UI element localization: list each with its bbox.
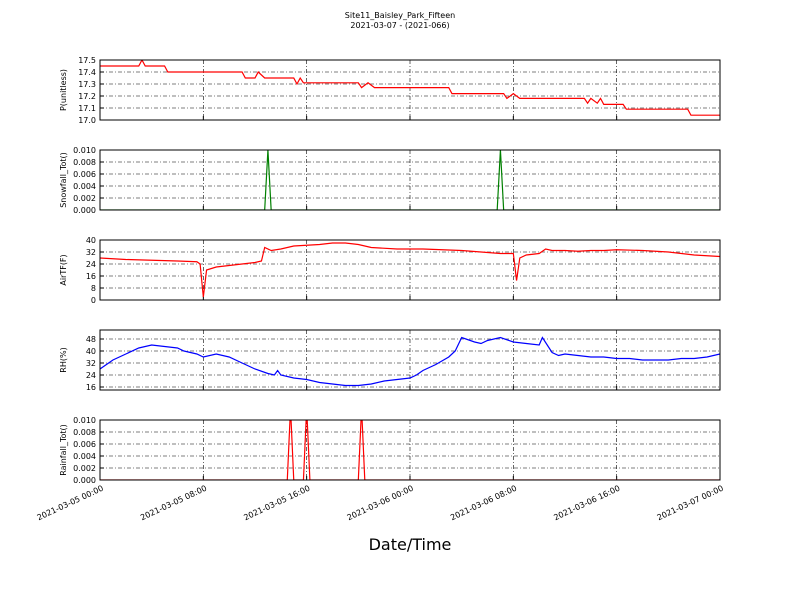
y-tick-label: 17.1: [78, 104, 96, 113]
y-tick-label: 40: [86, 347, 96, 356]
axes-frame: [99, 59, 721, 121]
y-tick-label: 0.008: [73, 158, 96, 167]
y-tick-label: 24: [86, 371, 96, 380]
axes-frame: [99, 419, 721, 481]
y-tick-label: 0.002: [73, 194, 96, 203]
y-tick-label: 16: [86, 272, 96, 281]
data-line: [100, 336, 720, 387]
y-tick-label: 17.2: [78, 92, 96, 101]
y-tick-label: 0.010: [73, 416, 96, 425]
y-tick-label: 40: [86, 236, 96, 245]
data-line: [100, 242, 720, 298]
y-tick-label: 32: [86, 359, 96, 368]
chart-title: Site11_Baisley_Park_Fifteen: [345, 11, 455, 20]
y-tick-label: 17.4: [78, 68, 96, 77]
data-line: [100, 150, 720, 210]
y-tick-label: 0.002: [73, 464, 96, 473]
x-axis-label: Date/Time: [369, 535, 452, 554]
axes-frame: [99, 329, 721, 391]
y-tick-label: 0.008: [73, 428, 96, 437]
y-tick-label: 8: [91, 284, 96, 293]
y-axis-label: P(unitless): [59, 69, 68, 111]
y-tick-label: 16: [86, 383, 96, 392]
y-tick-label: 24: [86, 260, 96, 269]
y-tick-label: 17.3: [78, 80, 96, 89]
y-axis-label: RH(%): [59, 347, 68, 372]
y-tick-label: 48: [86, 335, 96, 344]
y-tick-label: 17.0: [78, 116, 96, 125]
axes-frame: [99, 239, 721, 301]
y-tick-label: 0: [91, 296, 96, 305]
axes-frame: [99, 149, 721, 211]
y-tick-label: 0.010: [73, 146, 96, 155]
y-tick-label: 0.004: [73, 452, 96, 461]
data-line: [100, 420, 720, 480]
y-axis-label: AirTF(F): [59, 254, 68, 285]
y-tick-label: 0.000: [73, 476, 96, 485]
y-tick-label: 32: [86, 248, 96, 257]
y-axis-label: Rainfall_Tot(): [59, 424, 68, 476]
y-tick-label: 0.006: [73, 170, 96, 179]
y-tick-label: 0.006: [73, 440, 96, 449]
y-tick-label: 0.000: [73, 206, 96, 215]
data-line: [100, 60, 720, 116]
chart-subtitle: 2021-03-07 - (2021-066): [350, 21, 449, 30]
y-axis-label: Snowfall_Tot(): [59, 152, 68, 208]
y-tick-label: 0.004: [73, 182, 96, 191]
y-tick-label: 17.5: [78, 56, 96, 65]
